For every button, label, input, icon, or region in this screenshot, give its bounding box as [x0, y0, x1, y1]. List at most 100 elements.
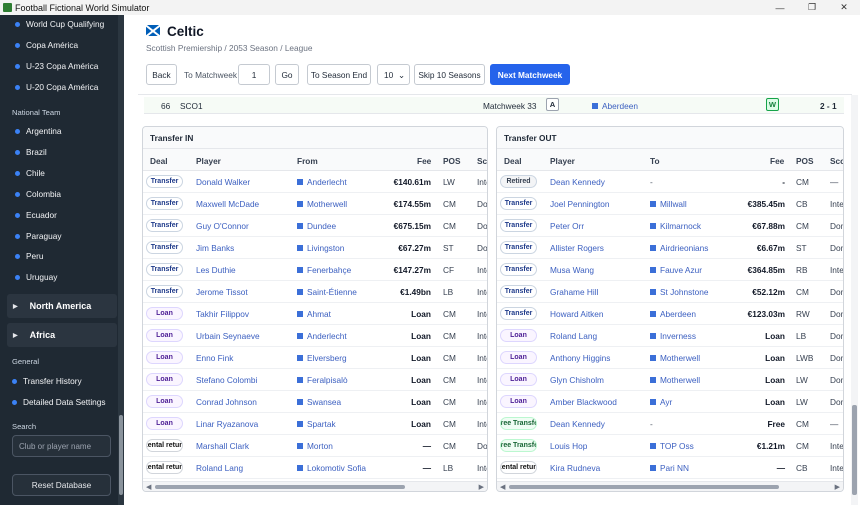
- scrollbar-thumb[interactable]: [155, 485, 405, 489]
- sidebar-item-paraguay[interactable]: Paraguay: [15, 229, 62, 243]
- sidebar-item-chile[interactable]: Chile: [15, 166, 45, 180]
- restore-button[interactable]: ❐: [807, 2, 817, 12]
- col-to[interactable]: To: [650, 156, 660, 166]
- scrollbar-thumb[interactable]: [509, 485, 779, 489]
- club-link[interactable]: Ayr: [650, 397, 672, 407]
- club-link[interactable]: Airdrieonians: [650, 243, 708, 253]
- club-link[interactable]: Swansea: [297, 397, 341, 407]
- player-link[interactable]: Enno Fink: [196, 353, 234, 363]
- table-row[interactable]: Transfer Allister Rogers Airdrieonians €6.6…: [497, 237, 843, 259]
- table-row[interactable]: Transfer Guy O'Connor Dundee €675.15m CM Dom: [143, 215, 487, 237]
- club-link[interactable]: Fenerbahçe: [297, 265, 351, 275]
- club-link[interactable]: Pari NN: [650, 463, 689, 473]
- club-link[interactable]: Motherwell: [297, 199, 347, 209]
- player-link[interactable]: Linar Ryazanova: [196, 419, 259, 429]
- matchweek-input[interactable]: 1: [238, 64, 270, 85]
- transfer-out-hscroll[interactable]: ◀ ▶: [497, 481, 843, 491]
- sidebar-group-north-america[interactable]: ▶ North America: [7, 294, 117, 318]
- table-row[interactable]: Transfer Musa Wang Fauve Azur €364.85m RB Int…: [497, 259, 843, 281]
- table-row[interactable]: Transfer Maxwell McDade Motherwell €174.55m…: [143, 193, 487, 215]
- table-row[interactable]: Transfer Howard Aitken Aberdeen €123.03m RW D…: [497, 303, 843, 325]
- table-row[interactable]: Rental return Kira Rudneva Pari NN — CB Inte: [497, 457, 843, 479]
- sidebar-item-detailed-data-settings[interactable]: Detailed Data Settings: [12, 395, 106, 409]
- club-link[interactable]: Saint-Étienne: [297, 287, 357, 297]
- table-row[interactable]: Retired Dean Kennedy - - CM —: [497, 171, 843, 193]
- sidebar-item-peru[interactable]: Peru: [15, 249, 44, 263]
- fixture-row[interactable]: 66 SCO1 Matchweek 33 A Aberdeen W 2 - 1: [144, 97, 844, 114]
- table-row[interactable]: Transfer Joel Pennington Millwall €385.45m C…: [497, 193, 843, 215]
- main-scrollbar[interactable]: [851, 95, 858, 505]
- player-link[interactable]: Grahame Hill: [550, 287, 599, 297]
- transfer-in-hscroll[interactable]: ◀ ▶: [143, 481, 487, 491]
- sidebar-item-copa-america[interactable]: Copa América: [15, 38, 78, 52]
- col-player[interactable]: Player: [196, 156, 221, 166]
- table-row[interactable]: Loan Linar Ryazanova Spartak Loan CM Inte: [143, 413, 487, 435]
- player-link[interactable]: Jerome Tissot: [196, 287, 248, 297]
- sidebar-item-u20-copa-america[interactable]: U-20 Copa América: [15, 80, 98, 94]
- scroll-left-icon[interactable]: ◀: [146, 484, 152, 491]
- scroll-left-icon[interactable]: ◀: [500, 484, 506, 491]
- player-link[interactable]: Conrad Johnson: [196, 397, 257, 407]
- player-link[interactable]: Peter Orr: [550, 221, 585, 231]
- scrollbar-thumb[interactable]: [852, 405, 857, 495]
- table-row[interactable]: Loan Takhir Filippov Ahmat Loan CM Inte: [143, 303, 487, 325]
- club-link[interactable]: Ahmat: [297, 309, 331, 319]
- club-link[interactable]: Millwall: [650, 199, 687, 209]
- table-row[interactable]: Transfer Peter Orr Kilmarnock €67.88m CM Dom: [497, 215, 843, 237]
- player-link[interactable]: Dean Kennedy: [550, 419, 605, 429]
- player-link[interactable]: Musa Wang: [550, 265, 594, 275]
- player-link[interactable]: Donald Walker: [196, 177, 251, 187]
- go-button[interactable]: Go: [275, 64, 299, 85]
- player-link[interactable]: Urbain Seynaeve: [196, 331, 260, 341]
- club-link[interactable]: Dundee: [297, 221, 336, 231]
- player-link[interactable]: Louis Hop: [550, 441, 588, 451]
- club-link[interactable]: St Johnstone: [650, 287, 708, 297]
- table-row[interactable]: Loan Stefano Colombi Feralpisalò Loan CM Inte: [143, 369, 487, 391]
- club-link[interactable]: Kilmarnock: [650, 221, 701, 231]
- club-link[interactable]: Livingston: [297, 243, 344, 253]
- table-row[interactable]: Loan Enno Fink Elversberg Loan CM Inte: [143, 347, 487, 369]
- club-link[interactable]: Aberdeen: [650, 309, 696, 319]
- col-player[interactable]: Player: [550, 156, 575, 166]
- scrollbar-thumb[interactable]: [119, 415, 123, 495]
- player-link[interactable]: Howard Aitken: [550, 309, 604, 319]
- col-pos[interactable]: POS: [796, 156, 814, 166]
- club-link[interactable]: Feralpisalò: [297, 375, 348, 385]
- to-season-end-button[interactable]: To Season End: [307, 64, 371, 85]
- minimize-button[interactable]: —: [775, 2, 785, 13]
- table-row[interactable]: Loan Amber Blackwood Ayr Loan LW Dom: [497, 391, 843, 413]
- scroll-right-icon[interactable]: ▶: [834, 484, 840, 491]
- player-link[interactable]: Amber Blackwood: [550, 397, 617, 407]
- club-link[interactable]: Inverness: [650, 331, 696, 341]
- club-link[interactable]: Anderlecht: [297, 331, 347, 341]
- club-link[interactable]: Fauve Azur: [650, 265, 702, 275]
- sidebar-scrollbar[interactable]: [118, 15, 124, 505]
- table-row[interactable]: Transfer Donald Walker Anderlecht €140.61m L…: [143, 171, 487, 193]
- player-link[interactable]: Joel Pennington: [550, 199, 610, 209]
- close-button[interactable]: ✕: [840, 2, 848, 12]
- player-link[interactable]: Glyn Chisholm: [550, 375, 604, 385]
- sidebar-item-u23-copa-america[interactable]: U-23 Copa América: [15, 59, 98, 73]
- col-scope[interactable]: Sco: [477, 156, 488, 166]
- table-row[interactable]: Loan Roland Lang Inverness Loan LB Dom: [497, 325, 843, 347]
- scroll-right-icon[interactable]: ▶: [478, 484, 484, 491]
- sidebar-item-uruguay[interactable]: Uruguay: [15, 270, 57, 284]
- player-link[interactable]: Allister Rogers: [550, 243, 604, 253]
- sidebar-item-transfer-history[interactable]: Transfer History: [12, 374, 82, 388]
- sidebar-item-ecuador[interactable]: Ecuador: [15, 208, 57, 222]
- table-row[interactable]: Transfer Grahame Hill St Johnstone €52.12m C…: [497, 281, 843, 303]
- table-row[interactable]: Loan Conrad Johnson Swansea Loan CM Inte: [143, 391, 487, 413]
- club-link[interactable]: Motherwell: [650, 375, 700, 385]
- player-link[interactable]: Maxwell McDade: [196, 199, 260, 209]
- col-pos[interactable]: POS: [443, 156, 461, 166]
- table-row[interactable]: Free Transfer Louis Hop TOP Oss €1.21m CM Int…: [497, 435, 843, 457]
- back-button[interactable]: Back: [146, 64, 177, 85]
- sidebar-item-colombia[interactable]: Colombia: [15, 187, 61, 201]
- player-link[interactable]: Roland Lang: [550, 331, 598, 341]
- player-link[interactable]: Jim Banks: [196, 243, 235, 253]
- player-link[interactable]: Anthony Higgins: [550, 353, 611, 363]
- reset-database-button[interactable]: Reset Database: [12, 474, 111, 496]
- player-link[interactable]: Stefano Colombi: [196, 375, 258, 385]
- club-link[interactable]: Lokomotiv Sofia: [297, 463, 366, 473]
- col-fee[interactable]: Fee: [417, 156, 432, 166]
